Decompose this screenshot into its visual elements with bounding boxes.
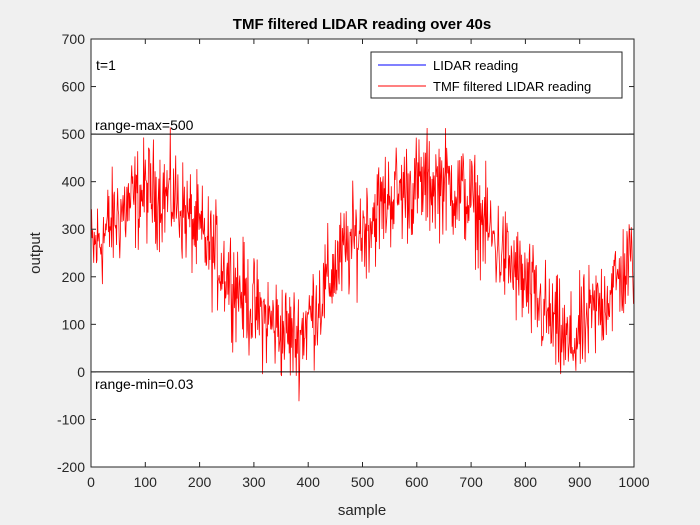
y-tick-label: 0 — [77, 364, 85, 380]
y-tick-label: 700 — [62, 31, 86, 47]
y-tick-label: 300 — [62, 221, 86, 237]
series-line-tmf-filtered — [90, 127, 634, 402]
x-tick-label: 200 — [188, 474, 212, 490]
range-min-label: range-min=0.03 — [95, 376, 194, 392]
range-max-label: range-max=500 — [95, 117, 194, 133]
axis-ticks: 0 100 200 300 400 500 600 700 800 900 1000-200-100… — [57, 31, 650, 490]
y-tick-label: 400 — [62, 174, 86, 190]
reference-lines — [91, 133, 634, 373]
x-tick-label: 300 — [242, 474, 266, 490]
x-tick-label: 400 — [297, 474, 321, 490]
x-tick-label: 500 — [351, 474, 375, 490]
y-tick-label: 200 — [62, 269, 86, 285]
legend: LIDAR reading TMF filtered LIDAR reading — [370, 51, 623, 99]
x-tick-label: 600 — [405, 474, 429, 490]
y-tick-label: -200 — [57, 459, 85, 475]
legend-box — [370, 51, 623, 99]
y-tick-label: 500 — [62, 126, 86, 142]
x-tick-label: 800 — [514, 474, 538, 490]
x-tick-label: 0 — [87, 474, 95, 490]
y-tick-label: 100 — [62, 316, 86, 332]
x-tick-label: 1000 — [618, 474, 649, 490]
data-layer — [90, 127, 634, 402]
y-axis-label: output — [27, 231, 44, 274]
x-axis-label: sample — [338, 502, 386, 519]
y-tick-label: -100 — [57, 411, 85, 427]
chart-title: TMF filtered LIDAR reading over 40s — [233, 16, 491, 33]
x-tick-label: 700 — [459, 474, 483, 490]
y-tick-label: 600 — [62, 79, 86, 95]
legend-label-tmf: TMF filtered LIDAR reading — [433, 79, 591, 94]
plot-frame — [90, 38, 635, 468]
x-tick-label: 100 — [134, 474, 158, 490]
time-annotation: t=1 — [96, 57, 116, 73]
x-tick-label: 900 — [568, 474, 592, 490]
legend-label-lidar: LIDAR reading — [433, 58, 518, 73]
